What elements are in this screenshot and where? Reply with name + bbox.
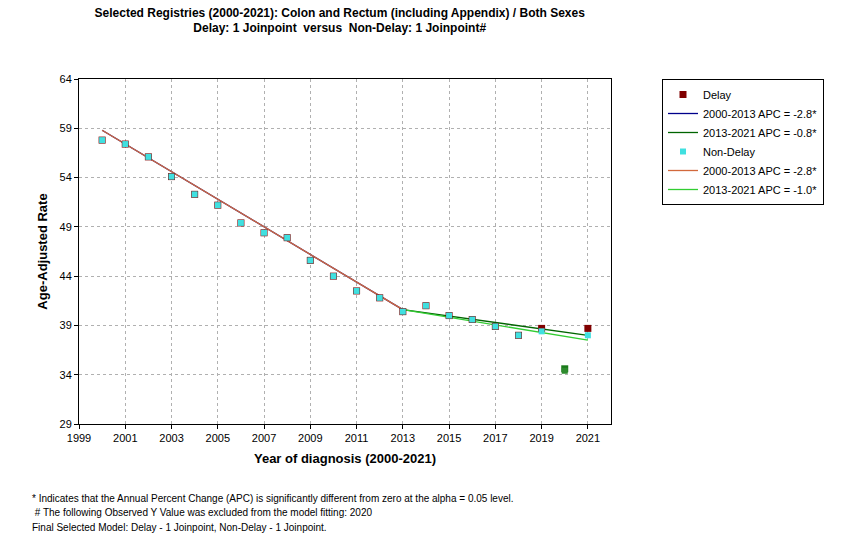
svg-text:2013-2021 APC = -0.8*: 2013-2021 APC = -0.8*: [703, 127, 817, 139]
svg-text:39: 39: [60, 319, 72, 331]
svg-text:2017: 2017: [483, 432, 507, 444]
svg-text:59: 59: [60, 122, 72, 134]
svg-text:# The following Observed Y Val: # The following Observed Y Value was exc…: [32, 507, 372, 518]
svg-text:Final Selected Model: Delay -: Final Selected Model: Delay - 1 Joinpoin…: [32, 522, 327, 533]
svg-text:2021: 2021: [576, 432, 600, 444]
svg-text:49: 49: [60, 221, 72, 233]
svg-text:1999: 1999: [67, 432, 91, 444]
svg-text:2013: 2013: [391, 432, 415, 444]
svg-text:34: 34: [60, 369, 72, 381]
svg-text:Non-Delay: Non-Delay: [703, 146, 755, 158]
svg-text:2003: 2003: [159, 432, 183, 444]
svg-text:Delay: Delay: [703, 89, 732, 101]
svg-text:54: 54: [60, 171, 72, 183]
svg-text:* Indicates that the Annual Pe: * Indicates that the Annual Percent Chan…: [32, 493, 513, 504]
svg-text:2005: 2005: [206, 432, 230, 444]
svg-text:2009: 2009: [298, 432, 322, 444]
svg-text:Selected Registries (2000-2021: Selected Registries (2000-2021): Colon a…: [95, 6, 586, 36]
svg-text:2001: 2001: [113, 432, 137, 444]
svg-text:Age-Adjusted Rate: Age-Adjusted Rate: [35, 193, 50, 309]
svg-text:2015: 2015: [437, 432, 461, 444]
svg-text:44: 44: [60, 270, 72, 282]
svg-text:2000-2013 APC = -2.8*: 2000-2013 APC = -2.8*: [703, 108, 817, 120]
svg-text:Year of diagnosis (2000-2021): Year of diagnosis (2000-2021): [254, 451, 436, 466]
svg-text:2019: 2019: [529, 432, 553, 444]
svg-text:29: 29: [60, 418, 72, 430]
svg-text:2013-2021 APC = -1.0*: 2013-2021 APC = -1.0*: [703, 184, 817, 196]
svg-text:2011: 2011: [345, 432, 369, 444]
svg-text:2000-2013 APC = -2.8*: 2000-2013 APC = -2.8*: [703, 165, 817, 177]
svg-text:2007: 2007: [252, 432, 276, 444]
svg-text:64: 64: [60, 73, 72, 85]
